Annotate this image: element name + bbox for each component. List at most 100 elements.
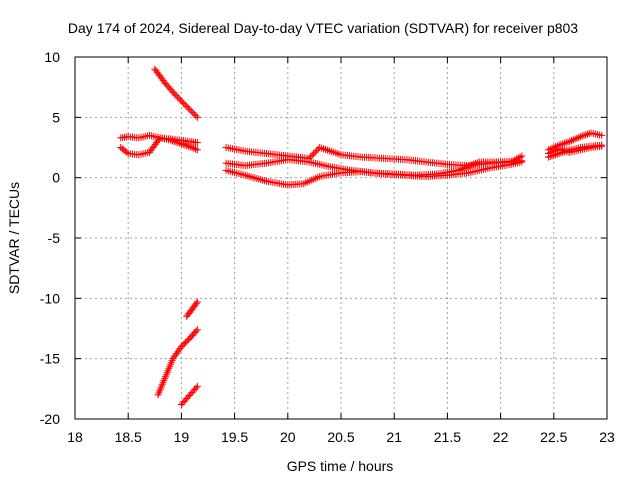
data-point xyxy=(514,154,522,162)
data-point xyxy=(555,145,563,153)
data-point xyxy=(582,131,590,139)
data-point xyxy=(171,90,179,98)
x-tick-label: 18.5 xyxy=(115,429,142,445)
data-point xyxy=(181,141,189,149)
data-point xyxy=(546,149,554,157)
data-point xyxy=(179,140,187,148)
data-point xyxy=(307,153,315,161)
data-point xyxy=(186,143,194,151)
x-tick-label: 23 xyxy=(599,429,615,445)
x-axis-label: GPS time / hours xyxy=(287,458,394,474)
data-point xyxy=(583,130,591,138)
data-point xyxy=(578,132,586,140)
data-series xyxy=(183,298,201,320)
data-point xyxy=(552,146,560,154)
data-point xyxy=(184,104,192,112)
x-tick-label: 19.5 xyxy=(221,429,248,445)
data-point xyxy=(175,95,183,103)
data-point xyxy=(178,98,186,106)
data-point xyxy=(183,142,191,150)
data-point xyxy=(192,112,200,120)
data-point xyxy=(313,147,321,155)
y-tick-label: 5 xyxy=(52,109,60,125)
x-tick-label: 22 xyxy=(493,429,509,445)
data-point xyxy=(155,135,163,143)
data-point xyxy=(559,140,567,148)
data-point xyxy=(192,327,200,335)
x-tick-label: 22.5 xyxy=(540,429,567,445)
data-point xyxy=(177,140,185,148)
data-point xyxy=(308,151,316,159)
data-point xyxy=(511,156,519,164)
data-point xyxy=(193,326,201,334)
y-tick-label: -10 xyxy=(40,290,60,306)
data-point xyxy=(174,93,182,101)
data-point xyxy=(310,150,318,158)
data-point xyxy=(192,299,200,307)
data-point xyxy=(573,134,581,142)
x-tick-label: 21 xyxy=(386,429,402,445)
x-tick-label: 21.5 xyxy=(434,429,461,445)
data-point xyxy=(598,131,606,139)
data-point xyxy=(172,92,180,100)
data-point xyxy=(518,158,526,166)
data-point xyxy=(192,145,200,153)
data-point xyxy=(186,106,194,114)
data-point xyxy=(562,139,570,147)
data-point xyxy=(123,148,131,156)
data-point xyxy=(571,135,579,143)
data-point xyxy=(559,146,567,154)
data-point xyxy=(190,110,198,118)
data-point xyxy=(193,382,201,390)
y-axis-label: SDTVAR / TECUs xyxy=(6,182,22,294)
data-point xyxy=(550,147,558,155)
data-point xyxy=(192,384,200,392)
data-point xyxy=(167,136,175,144)
data-point xyxy=(169,137,177,145)
data-point xyxy=(177,96,185,104)
data-series xyxy=(544,142,606,158)
data-point xyxy=(193,298,201,306)
data-point xyxy=(557,145,565,153)
y-tick-label: -20 xyxy=(40,411,60,427)
data-point xyxy=(568,137,576,145)
data-point xyxy=(183,102,191,110)
data-point xyxy=(184,142,192,150)
y-tick-label: -15 xyxy=(40,351,60,367)
data-point xyxy=(172,138,180,146)
data-series xyxy=(222,158,526,189)
tick-labels: 18 18.5 19 19.5 20 20.5 21 21.5 22 22.5 23 10 5 0 -5 -1… xyxy=(40,49,615,445)
data-point xyxy=(560,139,568,147)
data-point xyxy=(566,137,574,145)
x-tick-label: 18 xyxy=(67,429,83,445)
data-point xyxy=(569,136,577,144)
data-point xyxy=(580,131,588,139)
data-point xyxy=(193,139,201,147)
data-point xyxy=(562,147,570,155)
x-tick-label: 19 xyxy=(174,429,190,445)
data-point xyxy=(548,148,556,156)
data-point xyxy=(187,107,195,115)
data-point xyxy=(180,99,188,107)
x-tick-label: 20.5 xyxy=(327,429,354,445)
data-point xyxy=(174,139,182,147)
data-point xyxy=(598,142,606,150)
data-marks xyxy=(117,65,606,409)
data-point xyxy=(189,109,197,117)
data-point xyxy=(311,148,319,156)
data-point xyxy=(544,150,552,158)
data-point xyxy=(176,139,184,147)
data-series xyxy=(154,326,201,399)
y-tick-label: 0 xyxy=(52,170,60,186)
data-point xyxy=(564,138,572,146)
data-point xyxy=(193,146,201,154)
chart-title: Day 174 of 2024, Sidereal Day-to-day VTE… xyxy=(68,20,578,36)
data-point xyxy=(170,137,178,145)
data-point xyxy=(560,147,568,155)
y-tick-label: 10 xyxy=(44,49,60,65)
data-series xyxy=(117,134,201,159)
x-tick-label: 20 xyxy=(280,429,296,445)
data-series xyxy=(177,382,201,409)
